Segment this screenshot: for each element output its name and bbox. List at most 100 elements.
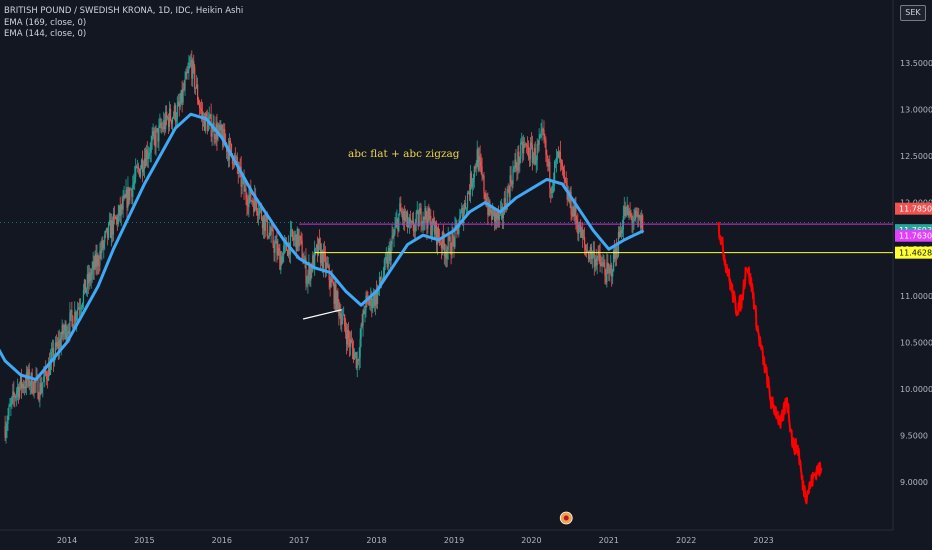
y-tick-label: 10.5000 [900,338,932,347]
candle-body [375,290,377,307]
candle-body [220,125,222,131]
candle-body [204,113,206,131]
candle-body [46,373,48,380]
currency-badge[interactable]: SEK [900,5,926,21]
ema-line[interactable] [0,112,645,381]
candle-body [602,262,604,264]
candle-body [638,214,640,219]
candle-body [543,130,545,140]
candle-body [398,213,400,231]
candle-body [47,379,49,381]
candle-body [558,151,561,159]
candle-body [407,225,410,228]
candle-body [63,330,65,335]
candle-body [96,255,98,267]
candle-body [585,249,588,252]
trend-line[interactable] [302,309,342,320]
candle-body [145,149,147,166]
candle-body [608,267,610,273]
candle-body [208,116,210,121]
candle-body [332,282,334,285]
candle-body [435,222,437,235]
candle-body [234,155,236,158]
candle-body [353,353,355,360]
candle-body [49,358,52,375]
candle-body [139,168,142,177]
candle-body [111,220,114,235]
candle-body [77,309,79,316]
candle-body [516,167,518,171]
candle-body [263,215,265,231]
candle-body [201,111,204,120]
candle-body [292,237,294,241]
candle-body [262,215,265,229]
candle-body [235,156,237,158]
candle-body [607,262,609,268]
candle-body [524,144,526,145]
candle-body [130,189,132,190]
candle-body [447,236,449,250]
candle-body [470,173,473,188]
candle-body [249,187,251,196]
candle-body [386,256,388,268]
candle-body [79,308,82,310]
candle-body [610,265,612,268]
candle-body [68,331,70,334]
candle-body [588,255,591,260]
candle-body [571,214,573,217]
candle-body [18,386,20,398]
candle-body [556,151,559,158]
x-tick-label: 2014 [57,536,77,545]
candle-body [115,217,117,219]
candle-body [565,181,567,186]
candle-body [197,100,200,105]
candle-body [521,141,523,143]
candle-body [394,227,396,234]
candle-body [252,200,254,203]
candle-body [546,154,548,157]
candle-body [615,246,618,258]
candle-body [197,84,199,101]
candle-body [230,143,233,154]
candle-body [333,284,335,304]
candle-body [257,214,260,216]
candle-body [522,141,524,154]
candle-body [491,209,493,220]
candle-body [363,310,365,315]
candle-body [195,87,197,89]
candle-body [337,291,339,302]
candle-body [620,230,622,234]
candle-body [325,262,327,270]
candle-body [308,265,310,275]
candle-body [628,211,630,216]
candle-body [194,66,196,89]
candle-body [84,279,86,294]
projection-path[interactable] [717,221,823,505]
candle-body [500,206,503,211]
candle-body [291,229,294,238]
candle-body [8,406,10,416]
candle-body [496,211,499,220]
candle-body [339,313,341,317]
candle-body [159,122,161,126]
candle-body [443,243,445,256]
candle-body [435,222,438,245]
candle-body [634,210,636,220]
x-tick-label: 2021 [599,536,619,545]
candle-body [163,120,165,130]
candle-body [355,352,357,368]
candle-body [89,272,91,281]
candle-body [570,191,572,215]
candle-body [388,247,390,253]
candle-body [254,194,256,212]
candle-body [61,324,63,338]
candle-body [88,272,90,284]
candle-body [101,240,103,253]
earnings-event-icon[interactable] [559,511,573,525]
candle-body [423,216,425,220]
candle-body [132,184,134,197]
candle-body [445,252,447,259]
candle-body [227,148,230,160]
x-tick-label: 2019 [444,536,464,545]
